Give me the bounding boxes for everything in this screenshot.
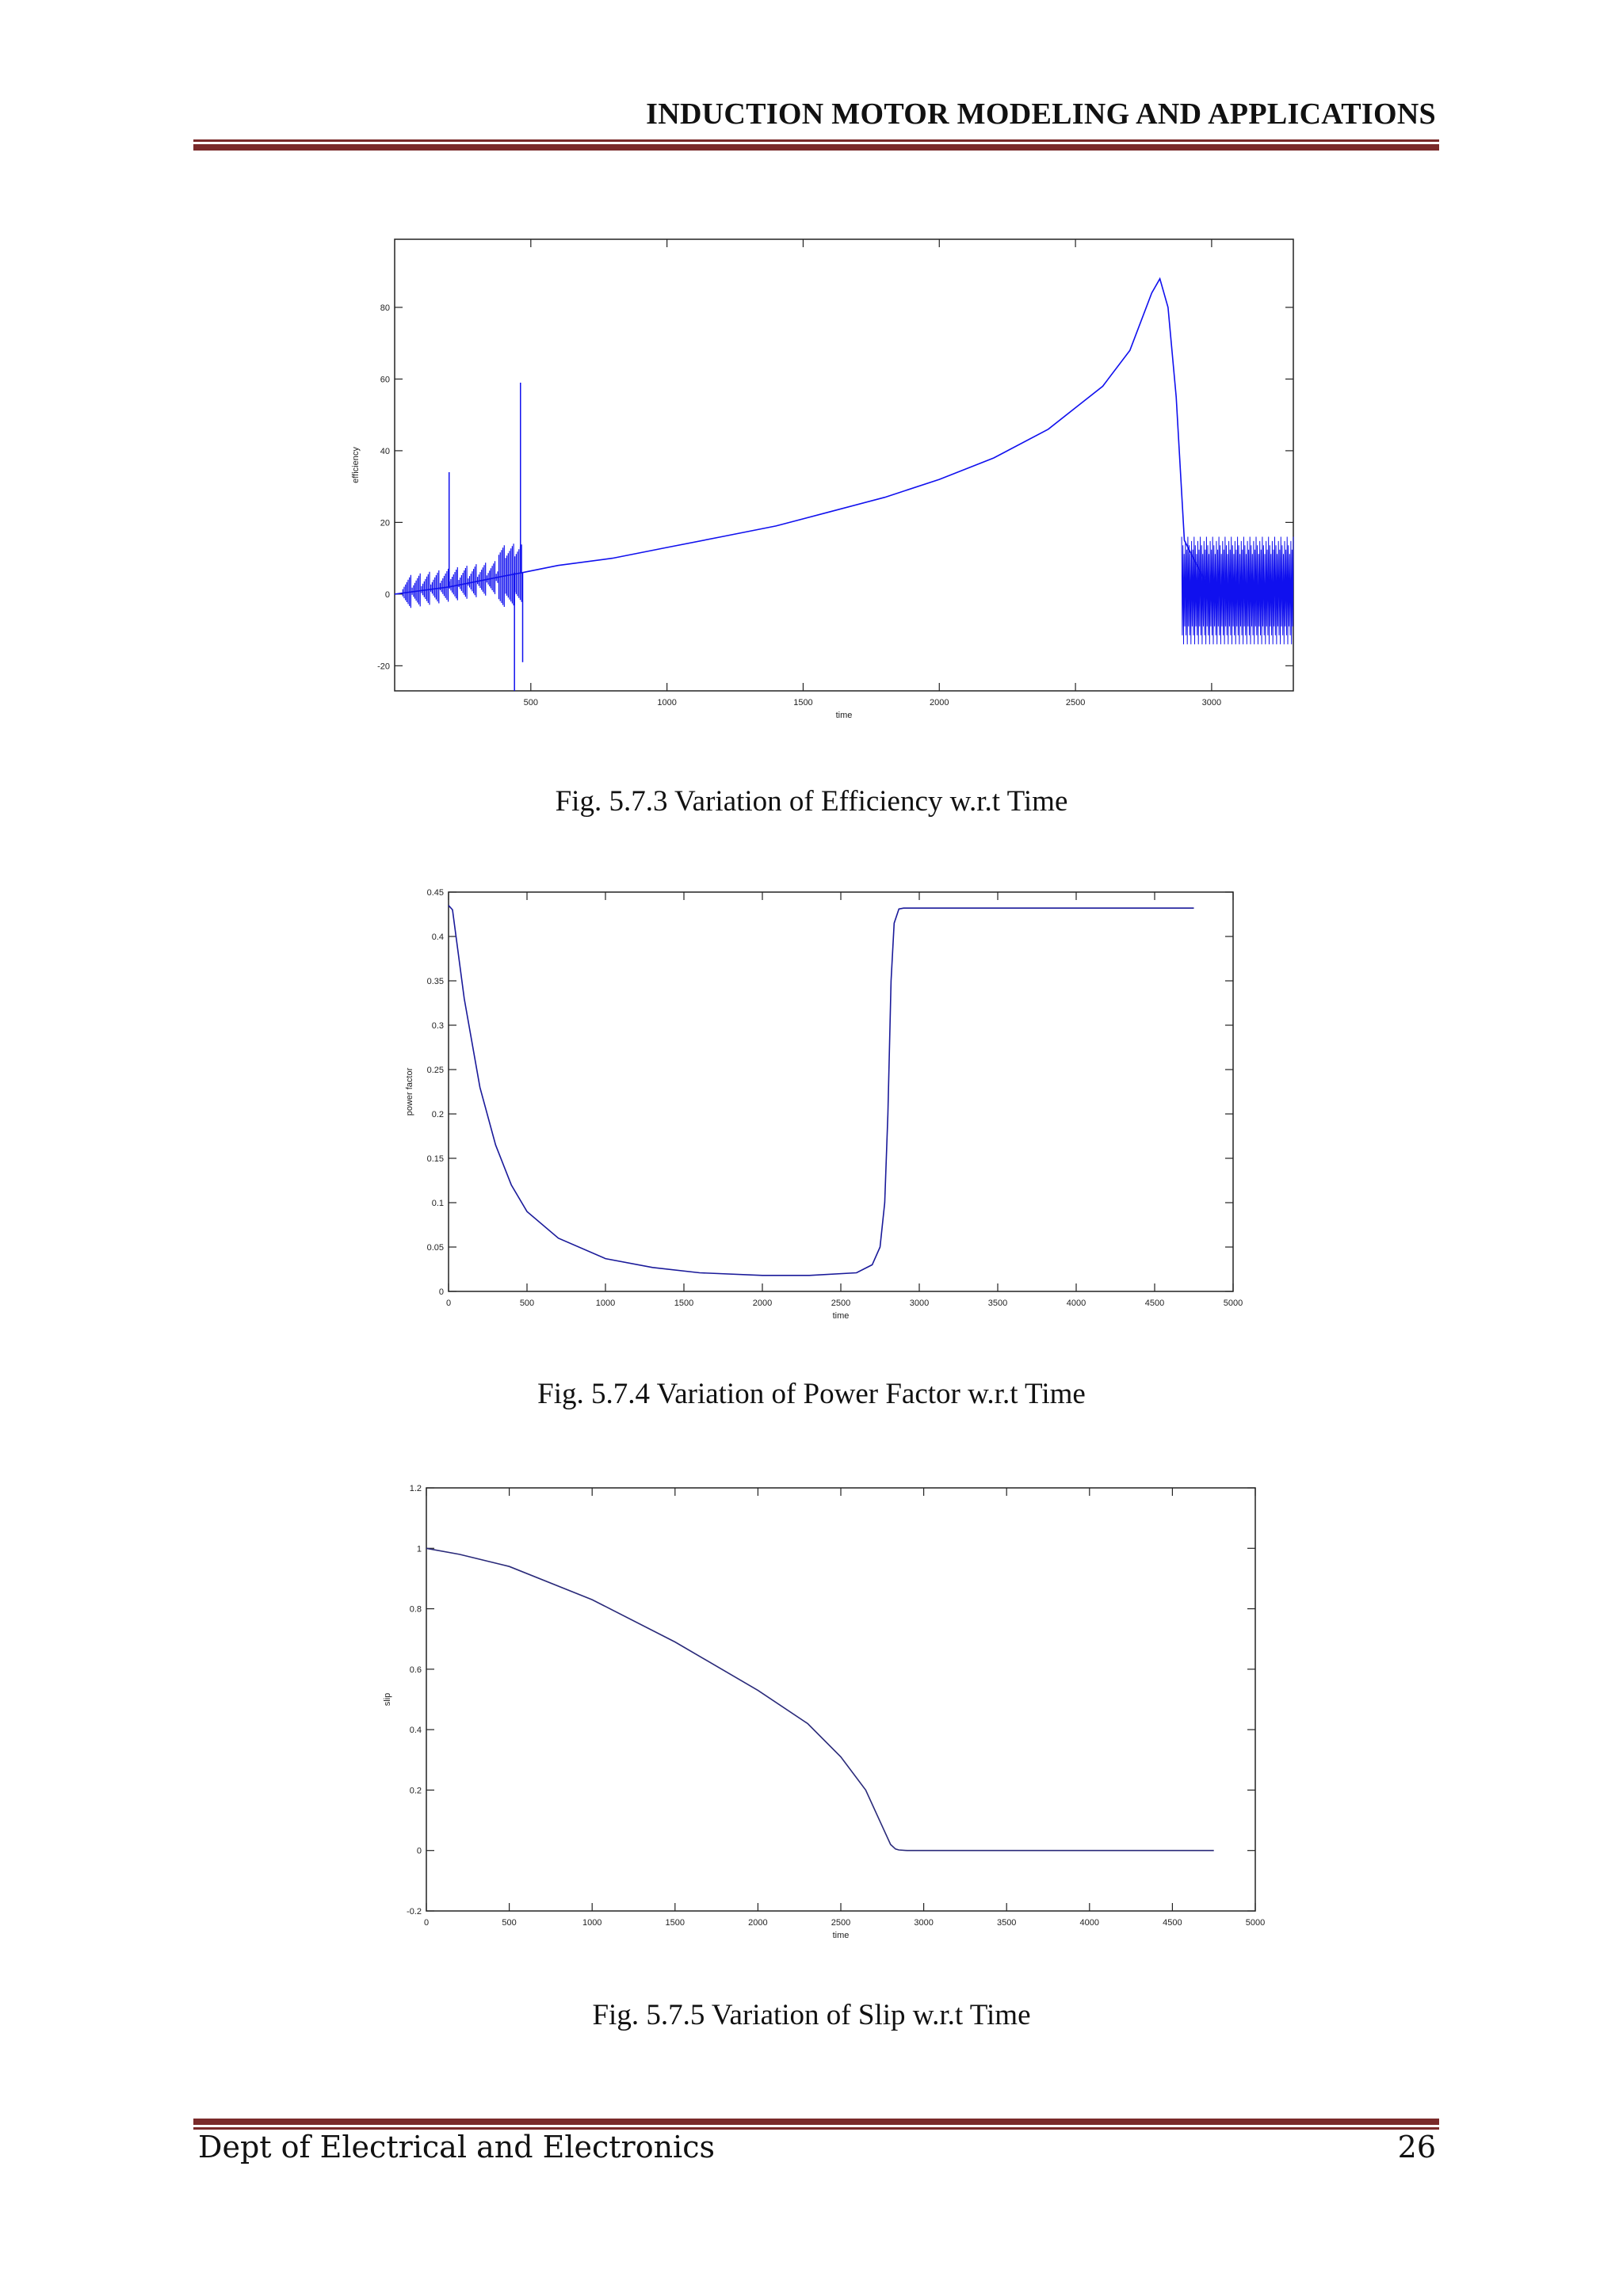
- y-tick-label: 0.45: [427, 888, 444, 898]
- footer-rule: [193, 2119, 1439, 2130]
- x-tick-label: 1000: [657, 698, 676, 707]
- y-axis-label: efficiency: [351, 447, 361, 483]
- x-tick-label: 3500: [997, 1918, 1016, 1928]
- y-tick-label: 40: [380, 447, 390, 456]
- y-tick-label: 0.1: [432, 1199, 444, 1208]
- y-tick-label: 0.3: [432, 1021, 444, 1031]
- x-tick-label: 0: [424, 1918, 429, 1928]
- x-tick-label: 1000: [582, 1918, 601, 1928]
- x-tick-label: 4000: [1067, 1299, 1086, 1308]
- x-tick-label: 4500: [1145, 1299, 1164, 1308]
- y-tick-label: 20: [380, 518, 390, 528]
- power-factor-chart: 0 500 1000 1500 2000 2500 3000 3500 4000 4500 5000…: [405, 888, 1243, 1321]
- page-number: 26: [1397, 2130, 1436, 2164]
- efficiency-chart: 500 1000 1500 2000 2500 3000 -20 0 20 40 60 80 time e…: [351, 238, 1294, 720]
- y-tick-label: 0.2: [410, 1786, 422, 1795]
- x-tick-label: 5000: [1246, 1918, 1265, 1928]
- x-tick-label: 1500: [674, 1299, 693, 1308]
- y-tick-label: 1: [417, 1544, 422, 1554]
- x-tick-label: 3000: [914, 1918, 933, 1928]
- header-rule: [193, 139, 1439, 151]
- y-tick-label: 0.15: [427, 1154, 444, 1164]
- x-tick-label: 4000: [1080, 1918, 1099, 1928]
- x-tick-label: 2000: [753, 1299, 772, 1308]
- slip-chart: 0 500 1000 1500 2000 2500 3000 3500 4000 4500 5000…: [383, 1484, 1265, 1940]
- x-tick-label: 0: [446, 1299, 451, 1308]
- x-tick-label: 2500: [831, 1918, 850, 1928]
- page-header-title: INDUCTION MOTOR MODELING AND APPLICATION…: [646, 97, 1436, 131]
- x-tick-label: 3500: [988, 1299, 1007, 1308]
- x-tick-label: 2500: [831, 1299, 850, 1308]
- y-tick-label: 0.4: [432, 933, 444, 942]
- y-axis-label: power factor: [405, 1067, 414, 1116]
- x-tick-label: 500: [524, 698, 538, 707]
- y-tick-label: -0.2: [407, 1907, 422, 1917]
- y-tick-label: 0: [385, 590, 390, 600]
- y-tick-label: 80: [380, 303, 390, 313]
- figure-caption-efficiency: Fig. 5.7.3 Variation of Efficiency w.r.t…: [555, 785, 1068, 818]
- plot-frame: [426, 1487, 1256, 1912]
- x-tick-label: 2000: [748, 1918, 767, 1928]
- y-tick-label: 0.2: [432, 1110, 444, 1119]
- x-tick-label: 5000: [1224, 1299, 1243, 1308]
- y-tick-label: 0.6: [410, 1665, 422, 1675]
- series-line: [394, 277, 1293, 595]
- x-tick-label: 2500: [1066, 698, 1085, 707]
- x-axis-label: time: [833, 1311, 850, 1321]
- y-tick-label: -20: [377, 662, 390, 671]
- x-tick-label: 3000: [1202, 698, 1221, 707]
- x-axis-label: time: [836, 711, 853, 720]
- figure-caption-slip: Fig. 5.7.5 Variation of Slip w.r.t Time: [592, 1999, 1031, 2031]
- y-axis-label: slip: [383, 1693, 392, 1707]
- series-line: [448, 905, 1194, 1276]
- y-tick-label: 1.2: [410, 1484, 422, 1493]
- x-axis-label: time: [833, 1931, 850, 1940]
- y-tick-label: 0.05: [427, 1243, 444, 1253]
- y-tick-label: 60: [380, 375, 390, 384]
- x-tick-label: 4500: [1163, 1918, 1182, 1928]
- x-tick-label: 500: [520, 1299, 534, 1308]
- x-tick-label: 2000: [930, 698, 949, 707]
- series-line: [426, 1547, 1214, 1852]
- footer-department: Dept of Electrical and Electronics: [198, 2130, 715, 2164]
- y-tick-label: 0.25: [427, 1066, 444, 1075]
- y-tick-label: 0.4: [410, 1726, 422, 1735]
- y-tick-label: 0: [417, 1847, 422, 1856]
- y-tick-label: 0: [439, 1287, 444, 1297]
- y-tick-label: 0.8: [410, 1605, 422, 1615]
- x-tick-label: 1000: [596, 1299, 615, 1308]
- x-tick-label: 500: [502, 1918, 516, 1928]
- x-tick-label: 1500: [793, 698, 812, 707]
- x-tick-label: 1500: [666, 1918, 685, 1928]
- x-tick-label: 3000: [910, 1299, 929, 1308]
- y-tick-label: 0.35: [427, 977, 444, 986]
- figure-caption-power-factor: Fig. 5.7.4 Variation of Power Factor w.r…: [537, 1378, 1086, 1410]
- efficiency-oscillation: [1181, 536, 1294, 645]
